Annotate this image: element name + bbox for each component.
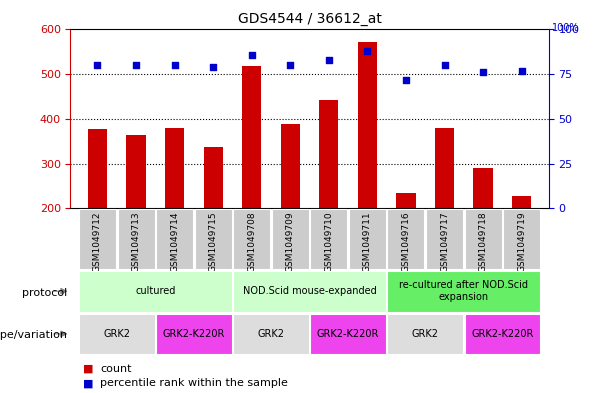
FancyBboxPatch shape: [387, 271, 540, 312]
Text: GRK2-K220R: GRK2-K220R: [162, 329, 225, 339]
FancyBboxPatch shape: [79, 271, 232, 312]
Text: GSM1049713: GSM1049713: [132, 211, 140, 272]
Bar: [435, 128, 454, 208]
Point: [131, 62, 141, 68]
Point: [247, 51, 257, 58]
Text: GSM1049718: GSM1049718: [479, 211, 487, 272]
Text: 100%: 100%: [552, 22, 579, 33]
Text: percentile rank within the sample: percentile rank within the sample: [100, 378, 287, 388]
Text: NOD.Scid mouse-expanded: NOD.Scid mouse-expanded: [243, 286, 376, 296]
Text: GSM1049717: GSM1049717: [440, 211, 449, 272]
Text: genotype/variation: genotype/variation: [0, 330, 67, 340]
Title: GDS4544 / 36612_at: GDS4544 / 36612_at: [238, 12, 381, 26]
FancyBboxPatch shape: [503, 209, 540, 268]
Bar: [126, 134, 146, 208]
FancyBboxPatch shape: [156, 209, 193, 268]
Point: [286, 62, 295, 68]
FancyBboxPatch shape: [465, 314, 540, 354]
Text: GRK2: GRK2: [103, 329, 131, 339]
Bar: [358, 42, 377, 208]
FancyBboxPatch shape: [426, 209, 463, 268]
Text: re-cultured after NOD.Scid
expansion: re-cultured after NOD.Scid expansion: [399, 281, 528, 302]
Text: GRK2-K220R: GRK2-K220R: [317, 329, 379, 339]
Text: count: count: [100, 364, 131, 374]
Text: GSM1049712: GSM1049712: [93, 211, 102, 272]
Point: [478, 69, 488, 75]
Text: GSM1049716: GSM1049716: [402, 211, 411, 272]
Bar: [512, 196, 531, 208]
Bar: [88, 129, 107, 208]
Bar: [319, 100, 338, 208]
FancyBboxPatch shape: [156, 314, 232, 354]
Text: GSM1049708: GSM1049708: [247, 211, 256, 272]
FancyBboxPatch shape: [349, 209, 386, 268]
Text: GRK2: GRK2: [257, 329, 284, 339]
Text: GSM1049710: GSM1049710: [324, 211, 333, 272]
FancyBboxPatch shape: [233, 314, 309, 354]
Bar: [204, 147, 223, 208]
Text: protocol: protocol: [22, 288, 67, 298]
Point: [93, 62, 102, 68]
FancyBboxPatch shape: [118, 209, 154, 268]
FancyBboxPatch shape: [310, 209, 348, 268]
FancyBboxPatch shape: [272, 209, 309, 268]
Bar: [242, 66, 261, 208]
Text: GSM1049709: GSM1049709: [286, 211, 295, 272]
FancyBboxPatch shape: [79, 314, 154, 354]
Text: ■: ■: [83, 378, 93, 388]
FancyBboxPatch shape: [233, 271, 386, 312]
Bar: [473, 168, 493, 208]
FancyBboxPatch shape: [195, 209, 232, 268]
Text: cultured: cultured: [135, 286, 175, 296]
Text: ■: ■: [83, 364, 93, 374]
Text: GRK2: GRK2: [412, 329, 439, 339]
FancyBboxPatch shape: [387, 314, 463, 354]
FancyBboxPatch shape: [465, 209, 501, 268]
Text: GSM1049719: GSM1049719: [517, 211, 526, 272]
Text: GRK2-K220R: GRK2-K220R: [471, 329, 533, 339]
FancyBboxPatch shape: [387, 209, 424, 268]
Text: GSM1049711: GSM1049711: [363, 211, 372, 272]
FancyBboxPatch shape: [233, 209, 270, 268]
Bar: [281, 124, 300, 208]
FancyBboxPatch shape: [79, 209, 116, 268]
Point: [362, 48, 372, 54]
Point: [324, 57, 333, 63]
Text: GSM1049714: GSM1049714: [170, 211, 179, 272]
Point: [517, 68, 527, 74]
Bar: [397, 193, 416, 208]
FancyBboxPatch shape: [310, 314, 386, 354]
Point: [440, 62, 449, 68]
Point: [170, 62, 180, 68]
Bar: [165, 128, 185, 208]
Text: GSM1049715: GSM1049715: [208, 211, 218, 272]
Point: [401, 76, 411, 83]
Point: [208, 64, 218, 70]
